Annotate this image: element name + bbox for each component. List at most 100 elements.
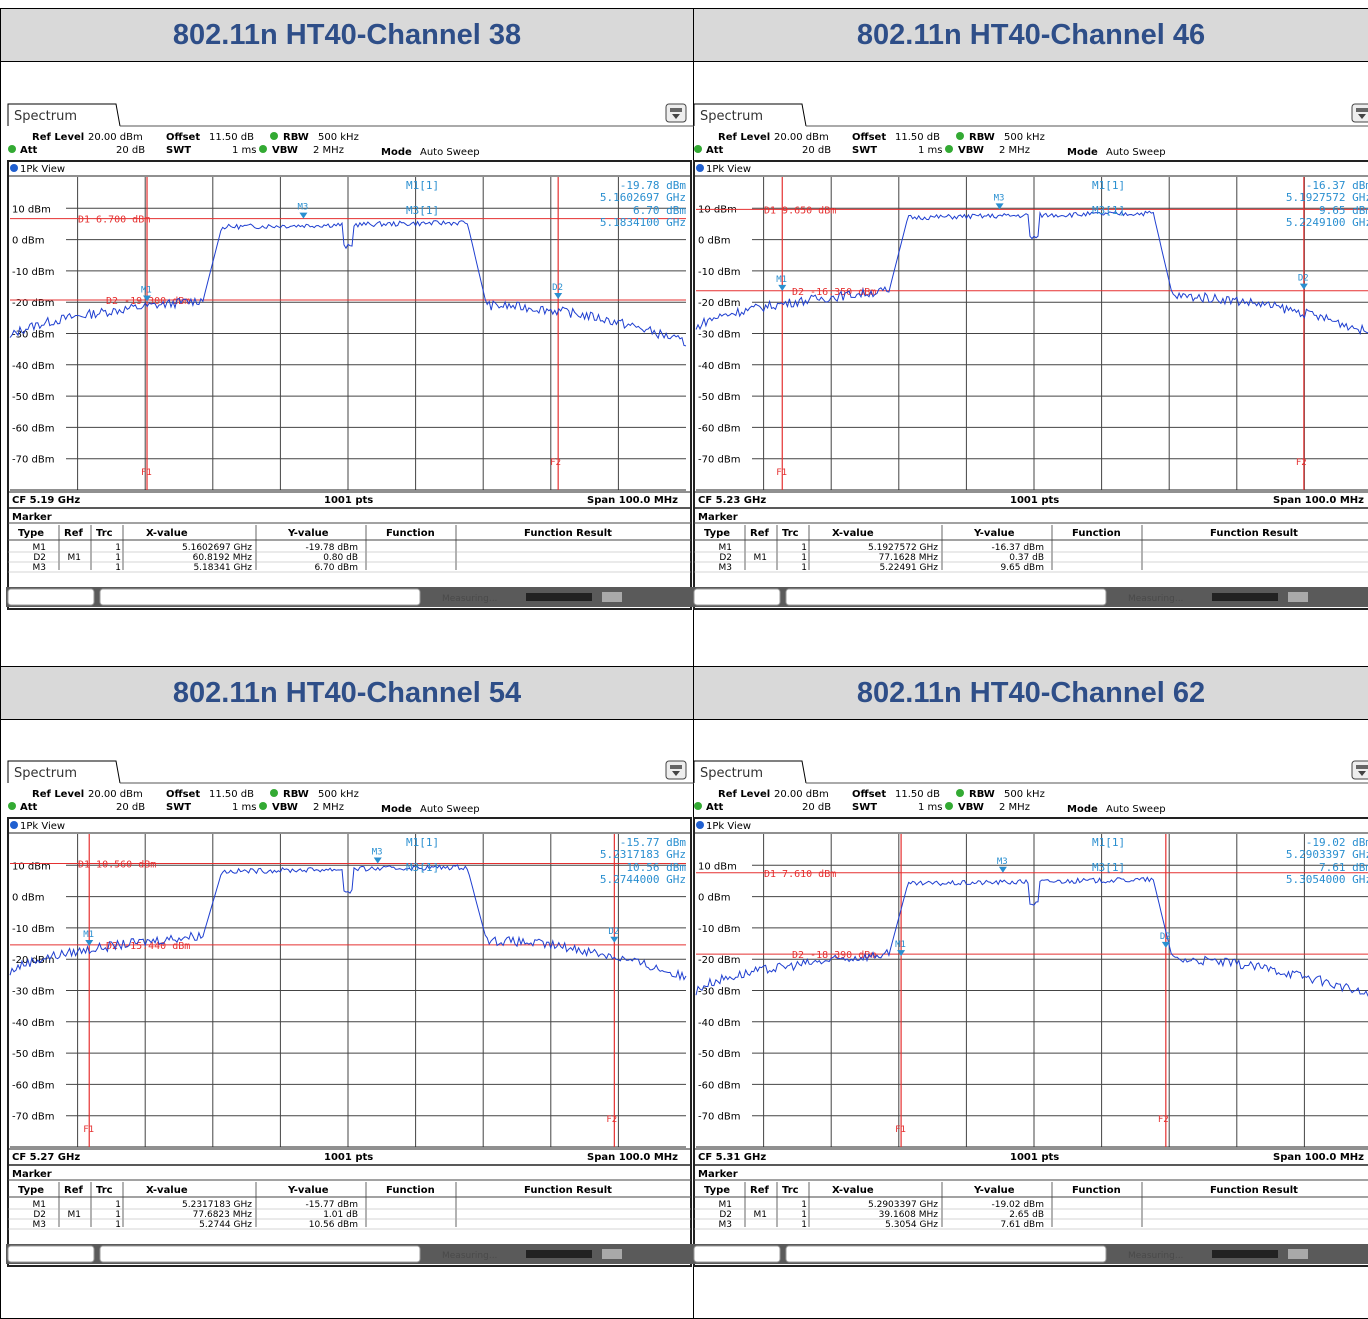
d1-label: D1 9.650 dBm xyxy=(764,205,836,216)
table-header: Ref xyxy=(750,528,769,539)
y-tick-label: -30 dBm xyxy=(698,330,740,341)
marker-label: M3 xyxy=(297,203,308,213)
readout-m3-value: 10.56 dBm xyxy=(626,861,686,874)
progress-bar-icon xyxy=(1212,1250,1278,1258)
readout-m3-label: M3[1] xyxy=(406,861,439,874)
table-header: Trc xyxy=(782,1185,799,1196)
table-header: X-value xyxy=(146,1185,188,1196)
progress-bar-icon xyxy=(1212,593,1278,601)
vbw-label: VBW xyxy=(272,145,298,156)
cell-trc: 1 xyxy=(801,543,807,553)
view-label: 1Pk View xyxy=(20,821,65,832)
table-header: Function Result xyxy=(524,1185,612,1196)
status-icon xyxy=(602,592,622,602)
plot-frame xyxy=(693,817,1368,1267)
marker-m1: M1 xyxy=(895,940,906,957)
trace-indicator-icon xyxy=(696,821,704,829)
y-tick-label: 0 dBm xyxy=(698,893,731,904)
d2-label: D2 -15.440 dBm xyxy=(106,941,190,952)
cell-y-value: 6.70 dBm xyxy=(314,563,358,573)
center-frequency: CF 5.23 GHz xyxy=(698,495,766,506)
plot-frame xyxy=(7,817,692,1267)
cell-type: M1 xyxy=(33,1200,47,1210)
offset-label: Offset xyxy=(166,789,200,800)
swt-value: 1 ms xyxy=(232,802,257,813)
marker-label: M3 xyxy=(372,848,383,858)
y-tick-label: -70 dBm xyxy=(698,1112,740,1123)
y-tick-label: -60 dBm xyxy=(12,423,54,434)
table-header: Type xyxy=(704,1185,730,1196)
spectrum-analyzer-screen: Spectrum Ref Level 20.00 dBm Offset 11.50 dB… xyxy=(692,757,1368,1307)
cell-trc: 1 xyxy=(115,563,121,573)
f2-label: F2 xyxy=(1158,1115,1169,1125)
status-icon xyxy=(1288,1249,1308,1259)
vbw-label: VBW xyxy=(958,145,984,156)
settings-icon xyxy=(1351,760,1368,780)
cell-y-value: 10.56 dBm xyxy=(309,1220,358,1230)
spectrum-svg: Spectrum Ref Level 20.00 dBm Offset 11.50 dB… xyxy=(6,760,694,1267)
y-tick-label: -40 dBm xyxy=(698,361,740,372)
cell-x-value: 77.6823 MHz xyxy=(193,1210,253,1220)
spectrum-tab xyxy=(693,103,807,127)
spectrum-analyzer-screen: Spectrum Ref Level 20.00 dBm Offset 11.50 dB… xyxy=(692,100,1368,650)
mode-value: Auto Sweep xyxy=(1106,147,1166,158)
status-dot-icon xyxy=(945,802,953,810)
view-label: 1Pk View xyxy=(706,164,751,175)
center-frequency: CF 5.27 GHz xyxy=(12,1152,80,1163)
cell-y-value: 1.01 dB xyxy=(323,1210,358,1220)
marker-label: M3 xyxy=(997,857,1008,867)
sweep-points: 1001 pts xyxy=(324,1152,373,1163)
status-bar: Measuring... xyxy=(6,1244,694,1264)
cell-ref: M1 xyxy=(754,553,768,563)
marker-m3: M3 xyxy=(297,203,308,219)
readout-m1-label: M1[1] xyxy=(406,179,439,192)
readout-m1-freq: 5.2317183 GHz xyxy=(600,848,686,861)
y-tick-label: -30 dBm xyxy=(12,987,54,998)
y-tick-label: -50 dBm xyxy=(698,392,740,403)
y-tick-label: -40 dBm xyxy=(698,1018,740,1029)
d1-label: D1 7.610 dBm xyxy=(764,869,836,880)
table-header: Type xyxy=(18,528,44,539)
tab-spectrum: Spectrum xyxy=(14,109,77,124)
offset-label: Offset xyxy=(852,132,886,143)
progress-bar-icon xyxy=(526,593,592,601)
rbw-label: RBW xyxy=(283,789,309,800)
cell-type: M3 xyxy=(719,1220,733,1230)
sweep-points: 1001 pts xyxy=(1010,495,1059,506)
y-tick-label: 0 dBm xyxy=(12,236,45,247)
settings-icon-bar xyxy=(1356,108,1368,112)
progress-bar-icon xyxy=(526,1250,592,1258)
table-header: Trc xyxy=(96,1185,113,1196)
table-header: Trc xyxy=(782,528,799,539)
y-tick-label: -60 dBm xyxy=(698,1080,740,1091)
y-tick-label: -40 dBm xyxy=(12,1018,54,1029)
d1-label: D1 10.560 dBm xyxy=(78,860,156,871)
offset-value: 11.50 dB xyxy=(209,132,254,143)
vbw-label: VBW xyxy=(272,802,298,813)
readout-m1-value: -15.77 dBm xyxy=(620,836,687,849)
trace-line xyxy=(695,876,1368,997)
readout-m1-label: M1[1] xyxy=(1092,179,1125,192)
cell-y-value: 0.37 dB xyxy=(1009,553,1044,563)
cell-y-value: 9.65 dBm xyxy=(1000,563,1044,573)
status-bar: Measuring... xyxy=(692,1244,1368,1264)
marker-table-title: Marker xyxy=(12,1169,52,1180)
mode-label: Mode xyxy=(1067,804,1098,815)
status-dot-icon xyxy=(956,789,964,797)
status-icon xyxy=(1288,592,1308,602)
f1-label: F1 xyxy=(776,468,787,478)
marker-label: D2 xyxy=(552,283,563,293)
rbw-value: 500 kHz xyxy=(318,132,359,143)
readout-m3-value: 6.70 dBm xyxy=(633,204,686,217)
marker-m1: M1 xyxy=(776,275,787,291)
status-dot-icon xyxy=(270,789,278,797)
readout-m1-value: -16.37 dBm xyxy=(1306,179,1368,192)
cell-trc: 1 xyxy=(115,1200,121,1210)
table-header: Ref xyxy=(64,528,83,539)
marker-label: M1 xyxy=(776,275,787,285)
cell-y-value: -19.02 dBm xyxy=(991,1200,1044,1210)
marker-table-title: Marker xyxy=(12,512,52,523)
trace-indicator-icon xyxy=(10,821,18,829)
marker-d2: D2 xyxy=(1298,274,1309,290)
